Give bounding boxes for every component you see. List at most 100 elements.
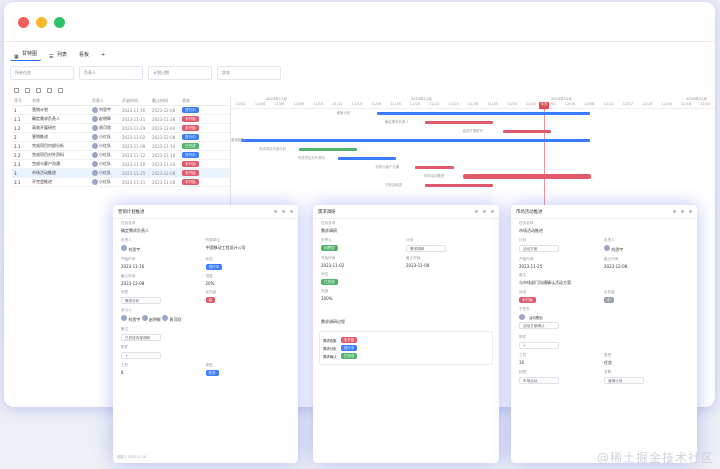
task-name[interactable]: 高效开展研究 (32, 125, 56, 130)
owner-cell[interactable]: 周可欣 (92, 125, 122, 131)
filter-date[interactable]: 计划日期 (148, 66, 212, 80)
status-cell[interactable]: 未开始 (182, 179, 208, 185)
start-date[interactable]: 2023-11-20 (122, 161, 146, 167)
task-name[interactable]: 营销推进 (32, 134, 48, 139)
task-name[interactable]: 确定需求负责人 (32, 116, 60, 121)
filter-owner[interactable]: 负责人 (79, 66, 143, 80)
end-value[interactable]: 2023-12-08 (121, 281, 145, 286)
close-icon[interactable] (290, 210, 293, 213)
subtask-row[interactable]: 需求分析 进行中 (323, 345, 489, 351)
end-value[interactable]: 2023-12-08 (604, 264, 628, 269)
start-date[interactable]: 2023-11-21 (122, 179, 146, 185)
hours-value[interactable]: 8 (121, 370, 124, 375)
task-name[interactable]: 完成与客户沟通 (32, 161, 60, 166)
gantt-bar[interactable] (298, 148, 358, 151)
progress-value[interactable]: 100% (321, 296, 333, 301)
filter-status[interactable]: 状态 (217, 66, 281, 80)
end-date[interactable]: 2023-11-18 (152, 152, 176, 158)
end-date[interactable]: 2023-12-08 (152, 170, 176, 176)
outdent-icon[interactable] (36, 88, 41, 93)
tab-list[interactable]: ☰ 列表 (45, 50, 71, 61)
tags-value[interactable]: 需求分析 (121, 297, 161, 304)
start-date[interactable]: 2023-11-16 (122, 107, 146, 113)
end-date[interactable]: 2023-11-14 (152, 143, 176, 149)
owner-cell[interactable]: 小红队 (92, 143, 122, 149)
attachment-box[interactable]: + (121, 352, 161, 359)
task-name[interactable]: 营销计划 (32, 107, 48, 112)
tab-gantt[interactable]: ▦ 甘特图 (10, 50, 42, 61)
plan-value[interactable]: 需求调研 (406, 245, 446, 252)
start-value[interactable]: 2023-11-25 (519, 264, 543, 269)
gantt-bar[interactable] (502, 130, 552, 133)
expand-icon[interactable] (483, 210, 486, 213)
table-row[interactable]: 2.1 完成项目内部分析 小红队 2023-11-08 2023-11-14 已完成 (12, 142, 230, 151)
table-row[interactable]: 1 营销计划 刘思宇 2023-11-16 2023-12-08 进行中 (12, 106, 230, 115)
table-row[interactable]: 2 营销推进 小红队 2023-11-02 2023-12-08 进行中 (12, 133, 230, 142)
task-name[interactable]: 市场活动推进 (32, 170, 56, 175)
owner-cell[interactable]: 小红队 (92, 170, 122, 176)
end-date[interactable]: 2023-12-08 (152, 134, 176, 140)
remark-value[interactable]: 已完成内部调研 (121, 334, 161, 341)
maximize-window-button[interactable] (54, 17, 65, 28)
table-row[interactable]: 2.3 完成与客户沟通 小红队 2023-11-20 2023-11-24 未开始 (12, 160, 230, 169)
subtask-row[interactable]: 需求收集 未开始 (323, 337, 489, 343)
link-value[interactable]: 营销计划 (604, 377, 644, 384)
attachment-box[interactable]: + (519, 342, 559, 349)
start-date[interactable]: 2023-11-21 (122, 116, 146, 122)
start-value[interactable]: 2023-11-02 (321, 263, 345, 268)
status-badge[interactable]: 进行中 (205, 264, 223, 270)
delete-icon[interactable] (58, 88, 63, 93)
add-icon[interactable] (14, 88, 19, 93)
minimize-window-button[interactable] (36, 17, 47, 28)
close-icon[interactable] (491, 210, 494, 213)
owner-value[interactable]: 刘思宇 (321, 245, 338, 251)
gantt-bar[interactable] (425, 184, 493, 187)
owner-cell[interactable]: 小红队 (92, 161, 122, 167)
end-value[interactable]: 2023-11-08 (406, 263, 430, 268)
owner-cell[interactable]: 赵明辉 (92, 116, 122, 122)
gantt-bar[interactable] (376, 112, 590, 115)
subtask-row[interactable]: 活动策划 (519, 314, 689, 320)
add-view-button[interactable]: + (101, 51, 106, 58)
table-row[interactable]: 3.1 开完会推进 小红队 2023-11-21 2023-11-28 未开始 (12, 178, 230, 187)
priority-badge[interactable]: 中 (604, 297, 614, 303)
filter-all[interactable]: 所有任务 (10, 66, 74, 80)
expand-icon[interactable] (681, 210, 684, 213)
owner-cell[interactable]: 小红队 (92, 134, 122, 140)
more-icon[interactable] (673, 210, 676, 213)
status-cell[interactable]: 进行中 (182, 107, 208, 113)
start-date[interactable]: 2023-11-12 (122, 152, 146, 158)
task-name[interactable]: 完成项目对外资料 (32, 152, 64, 157)
more-icon[interactable] (274, 210, 277, 213)
gantt-bar[interactable] (415, 166, 455, 169)
close-window-button[interactable] (18, 17, 29, 28)
status-cell[interactable]: 进行中 (182, 134, 208, 140)
expand-icon[interactable] (282, 210, 285, 213)
start-date[interactable]: 2023-11-08 (122, 143, 146, 149)
end-date[interactable]: 2023-12-04 (152, 125, 176, 131)
table-row[interactable]: 2.2 完成项目对外资料 小红队 2023-11-12 2023-11-18 进行中 (12, 151, 230, 160)
status-badge[interactable]: 已完成 (321, 279, 338, 285)
gantt-bar[interactable] (337, 157, 396, 160)
tab-board[interactable]: 看板 (75, 50, 93, 61)
indent-icon[interactable] (25, 88, 30, 93)
table-row[interactable]: 3 市场活动推进 小红队 2023-11-25 2023-12-08 未开始 (12, 169, 230, 178)
type-value[interactable]: 任务 (604, 360, 612, 365)
owner-cell[interactable]: 刘思宇 (92, 107, 122, 113)
close-icon[interactable] (689, 210, 692, 213)
status-cell[interactable]: 未开始 (182, 161, 208, 167)
plan-value[interactable]: 活动方案 (519, 245, 559, 252)
subtask-row[interactable]: 活动方案确认 (519, 322, 689, 329)
status-cell[interactable]: 已完成 (182, 143, 208, 149)
type-badge[interactable]: 任务 (205, 370, 219, 376)
owner-cell[interactable]: 小红队 (92, 179, 122, 185)
task-name[interactable]: 完成项目内部分析 (32, 143, 64, 148)
task-name-value[interactable]: 需求调研 (321, 228, 337, 233)
owner-value[interactable]: 刘思宇 (128, 247, 141, 252)
status-badge[interactable]: 未开始 (519, 297, 536, 303)
hours-value[interactable]: 16 (519, 360, 525, 365)
link-icon[interactable] (47, 88, 52, 93)
task-name-value[interactable]: 确定需求负责人 (121, 228, 149, 233)
status-cell[interactable]: 未开始 (182, 170, 208, 176)
status-cell[interactable]: 未开始 (182, 125, 208, 131)
